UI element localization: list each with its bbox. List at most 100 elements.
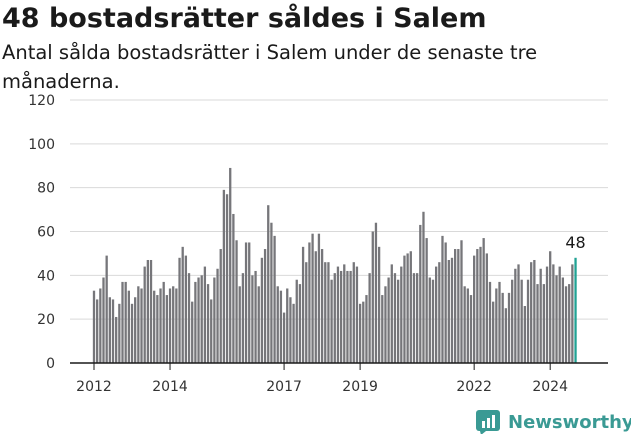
bar (571, 264, 574, 364)
bar (368, 273, 371, 363)
newsworthy-logo: Newsworthy (476, 409, 631, 435)
bar (244, 242, 248, 363)
bar (561, 277, 565, 363)
bar (219, 249, 222, 363)
bar (327, 262, 330, 363)
highlight-value-label: 48 (565, 233, 585, 252)
bar (428, 277, 431, 363)
bar (492, 301, 495, 363)
bar (517, 264, 520, 364)
bar (377, 246, 381, 363)
bar (504, 308, 507, 363)
bar (495, 288, 498, 363)
bar (203, 266, 207, 363)
bar (118, 303, 121, 363)
bar (457, 249, 460, 363)
bar (286, 288, 289, 363)
bar (232, 213, 235, 363)
bar-highlight (574, 257, 577, 363)
bar (549, 251, 552, 363)
x-tick-label: 2022 (456, 379, 492, 395)
bar (498, 281, 501, 363)
bar (339, 270, 343, 363)
bar (542, 284, 546, 363)
bar (159, 288, 162, 363)
bar (292, 303, 295, 363)
y-tick-label: 40 (37, 268, 55, 284)
logo-text: Newsworthy (508, 411, 631, 433)
x-tick-label: 2014 (152, 379, 188, 395)
bar (343, 264, 346, 364)
y-tick-label: 60 (37, 225, 55, 241)
bar (96, 299, 99, 363)
bar (127, 290, 130, 363)
bar (197, 277, 200, 363)
bar (289, 297, 292, 363)
bar (149, 259, 153, 363)
bar (422, 211, 425, 363)
bar (124, 281, 127, 363)
bar (507, 292, 511, 363)
bar (460, 240, 463, 363)
bar (105, 255, 108, 363)
bar (99, 288, 102, 363)
bar (415, 273, 419, 363)
bar (276, 286, 279, 363)
bar (111, 299, 115, 363)
bar (314, 251, 317, 363)
bar (482, 238, 485, 363)
bar (558, 266, 561, 363)
bar (156, 295, 159, 363)
bar (194, 281, 197, 363)
bar (225, 194, 229, 363)
bar (396, 279, 400, 363)
bar (213, 277, 216, 363)
bar (365, 295, 368, 363)
bar (523, 306, 526, 363)
bar (229, 167, 232, 363)
bar (371, 231, 374, 363)
bar (181, 246, 184, 363)
bar (520, 279, 523, 363)
bar (545, 266, 549, 363)
bar (273, 235, 276, 363)
x-tick-label: 2019 (342, 379, 378, 395)
bar (305, 262, 308, 363)
bar (146, 259, 150, 363)
bar (393, 273, 397, 363)
bar (301, 246, 305, 363)
bar (168, 288, 172, 363)
bar (346, 270, 349, 363)
bar (438, 262, 441, 363)
bar (108, 297, 111, 363)
bar (536, 284, 539, 363)
bar (308, 242, 311, 363)
bar (555, 275, 558, 363)
bar (254, 270, 257, 363)
x-tick-label: 2017 (266, 379, 302, 395)
bar (409, 251, 412, 363)
bar (251, 275, 254, 363)
bar (175, 288, 178, 363)
bar (172, 286, 175, 363)
bar (539, 268, 542, 363)
bar (330, 279, 333, 363)
bar (533, 259, 536, 363)
bar (466, 288, 469, 363)
bar (406, 253, 409, 363)
bar (349, 270, 352, 363)
bar (267, 205, 270, 363)
bar (311, 233, 314, 363)
bar (355, 266, 359, 363)
bar (165, 295, 169, 363)
y-axis-ticks: 0 20 40 60 80 100 120 (28, 93, 55, 372)
bar (241, 273, 245, 363)
bar (488, 281, 492, 363)
bar (140, 288, 143, 363)
bar (514, 268, 517, 363)
bar (412, 273, 416, 363)
bar (444, 242, 447, 363)
bar (469, 295, 473, 363)
x-axis-ticks: 2012 2014 2017 2019 2022 2024 (76, 363, 568, 395)
